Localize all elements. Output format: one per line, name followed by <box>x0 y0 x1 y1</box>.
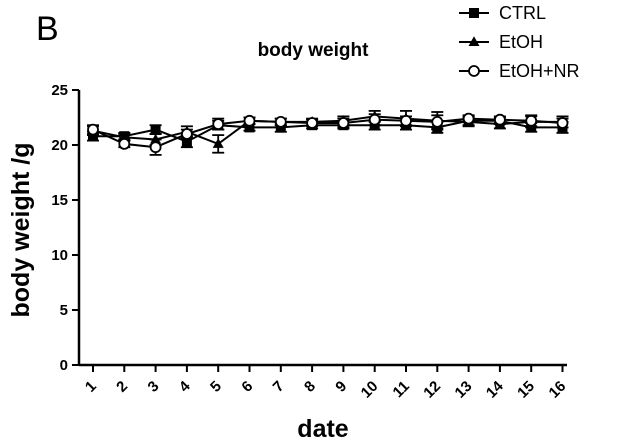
data-point <box>400 114 412 127</box>
y-tick-label: 5 <box>60 302 68 319</box>
panel-letter: B <box>36 10 59 48</box>
data-point <box>118 137 131 150</box>
plot-series <box>87 110 569 156</box>
x-tick-label: 4 <box>176 377 194 395</box>
data-point <box>244 122 255 133</box>
x-tick-label: 14 <box>483 377 507 401</box>
data-point <box>525 114 538 127</box>
legend-marker <box>468 65 480 77</box>
x-tick-label: 6 <box>238 378 256 396</box>
data-point <box>243 114 256 127</box>
y-tick-label: 20 <box>51 137 68 154</box>
x-tick-label: 2 <box>113 378 131 396</box>
data-point <box>87 123 99 136</box>
data-point <box>337 117 350 129</box>
x-tick-label: 10 <box>358 378 382 402</box>
data-point <box>493 113 506 126</box>
data-point <box>212 118 225 130</box>
y-tick-label: 25 <box>51 82 68 99</box>
legend-item: CTRL <box>459 3 546 23</box>
y-tick-label: 0 <box>60 357 68 374</box>
x-axis-label: date <box>297 415 349 442</box>
x-tick-label: 1 <box>82 378 100 396</box>
data-point <box>462 112 475 125</box>
y-tick-label: 10 <box>51 247 68 264</box>
legend-label: EtOH <box>499 32 543 52</box>
chart-title: body weight <box>258 40 370 61</box>
data-point <box>88 131 98 142</box>
axes <box>77 90 567 367</box>
data-point <box>181 136 192 147</box>
data-point <box>306 117 319 129</box>
x-tick-label: 16 <box>546 378 570 402</box>
series-line <box>92 117 563 149</box>
y-tick-label: 15 <box>51 192 68 209</box>
x-tick-label: 8 <box>301 378 319 396</box>
legend-item: EtOH+NR <box>459 61 580 81</box>
data-point <box>150 124 161 135</box>
series-etoh-nr <box>87 112 569 156</box>
data-point <box>149 141 162 154</box>
x-ticks: 1 2 3 4 5 6 7 8 9 10 11 12 13 14 15 16 <box>82 365 569 402</box>
legend-marker <box>468 36 480 46</box>
series-line <box>92 115 563 146</box>
legend-marker <box>469 8 479 18</box>
y-axis-label: body weight /g <box>7 143 35 318</box>
y-ticks: 0 5 10 15 20 25 <box>51 82 79 374</box>
x-tick-label: 7 <box>270 378 288 396</box>
legend: CTRL EtOH EtOH+NR <box>459 3 580 81</box>
legend-item: EtOH <box>459 32 543 52</box>
x-tick-label: 15 <box>514 378 538 402</box>
data-point <box>431 116 444 128</box>
x-tick-label: 3 <box>145 378 163 396</box>
x-tick-label: 5 <box>207 378 225 396</box>
x-tick-label: 12 <box>420 378 444 402</box>
data-point <box>556 117 569 129</box>
x-tick-label: 11 <box>390 378 413 401</box>
data-point <box>368 113 381 126</box>
data-point <box>180 128 193 140</box>
x-tick-label: 9 <box>332 378 350 396</box>
legend-label: CTRL <box>499 3 546 23</box>
x-tick-label: 13 <box>452 378 476 402</box>
data-point <box>212 138 224 148</box>
legend-label: EtOH+NR <box>499 61 580 81</box>
data-point <box>274 116 287 128</box>
